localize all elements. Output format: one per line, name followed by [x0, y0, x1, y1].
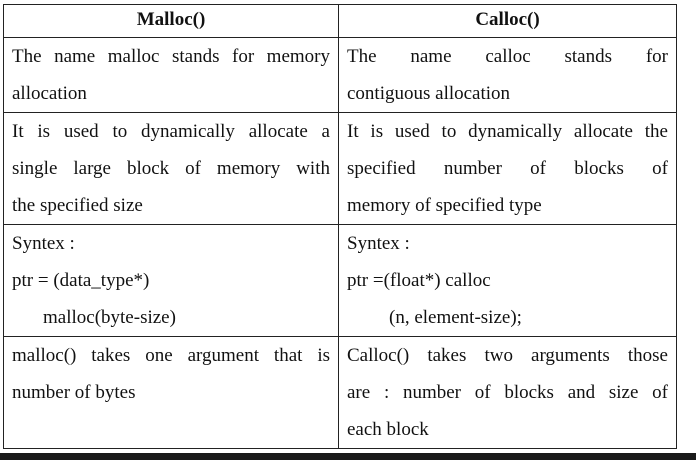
- cell-malloc-syntax: Syntex : ptr = (data_type*) malloc(byte-…: [3, 224, 339, 337]
- table-row: malloc() takes one argument that is numb…: [3, 336, 677, 449]
- table-row: It is used to dynamically allocate a sin…: [3, 112, 677, 225]
- cell-line: single large block of memory with: [12, 158, 330, 179]
- table-row: Syntex : ptr = (data_type*) malloc(byte-…: [3, 224, 677, 337]
- cell-line: malloc(byte-size): [43, 307, 176, 328]
- table-header-row: Malloc() Calloc(): [3, 4, 677, 38]
- header-malloc: Malloc(): [3, 4, 339, 38]
- cell-line: allocation: [12, 83, 87, 104]
- cell-line: ptr = (data_type*): [12, 270, 150, 291]
- cell-line: The name malloc stands for memory: [12, 46, 330, 67]
- cell-malloc-arguments: malloc() takes one argument that is numb…: [3, 336, 339, 449]
- table-row: The name malloc stands for memory alloca…: [3, 37, 677, 113]
- cell-line: Syntex :: [347, 233, 410, 254]
- cell-malloc-usage: It is used to dynamically allocate a sin…: [3, 112, 339, 225]
- cell-line: ptr =(float*) calloc: [347, 270, 491, 291]
- cell-line: Syntex :: [12, 233, 75, 254]
- cell-line: number of bytes: [12, 382, 136, 403]
- malloc-calloc-comparison-table: Malloc() Calloc() The name malloc stands…: [3, 4, 677, 449]
- cell-line: the specified size: [12, 195, 143, 216]
- cell-calloc-syntax: Syntex : ptr =(float*) calloc (n, elemen…: [338, 224, 677, 337]
- cell-line: (n, element-size);: [389, 307, 522, 328]
- bottom-border-bar: [0, 453, 696, 460]
- cell-line: each block: [347, 419, 429, 440]
- cell-calloc-name: The name calloc stands for contiguous al…: [338, 37, 677, 113]
- cell-line: It is used to dynamically allocate a: [12, 121, 330, 142]
- cell-line: contiguous allocation: [347, 83, 511, 104]
- cell-line: malloc() takes one argument that is: [12, 345, 330, 366]
- cell-line: memory of specified type: [347, 195, 542, 216]
- cell-malloc-name: The name malloc stands for memory alloca…: [3, 37, 339, 113]
- cell-line: It is used to dynamically allocate the: [347, 121, 668, 142]
- cell-line: Calloc() takes two arguments those: [347, 345, 668, 366]
- cell-line: specified number of blocks of: [347, 158, 668, 179]
- cell-line: are : number of blocks and size of: [347, 382, 668, 403]
- header-calloc: Calloc(): [338, 4, 677, 38]
- cell-calloc-usage: It is used to dynamically allocate the s…: [338, 112, 677, 225]
- cell-calloc-arguments: Calloc() takes two arguments those are :…: [338, 336, 677, 449]
- cell-line: The name calloc stands for: [347, 46, 668, 67]
